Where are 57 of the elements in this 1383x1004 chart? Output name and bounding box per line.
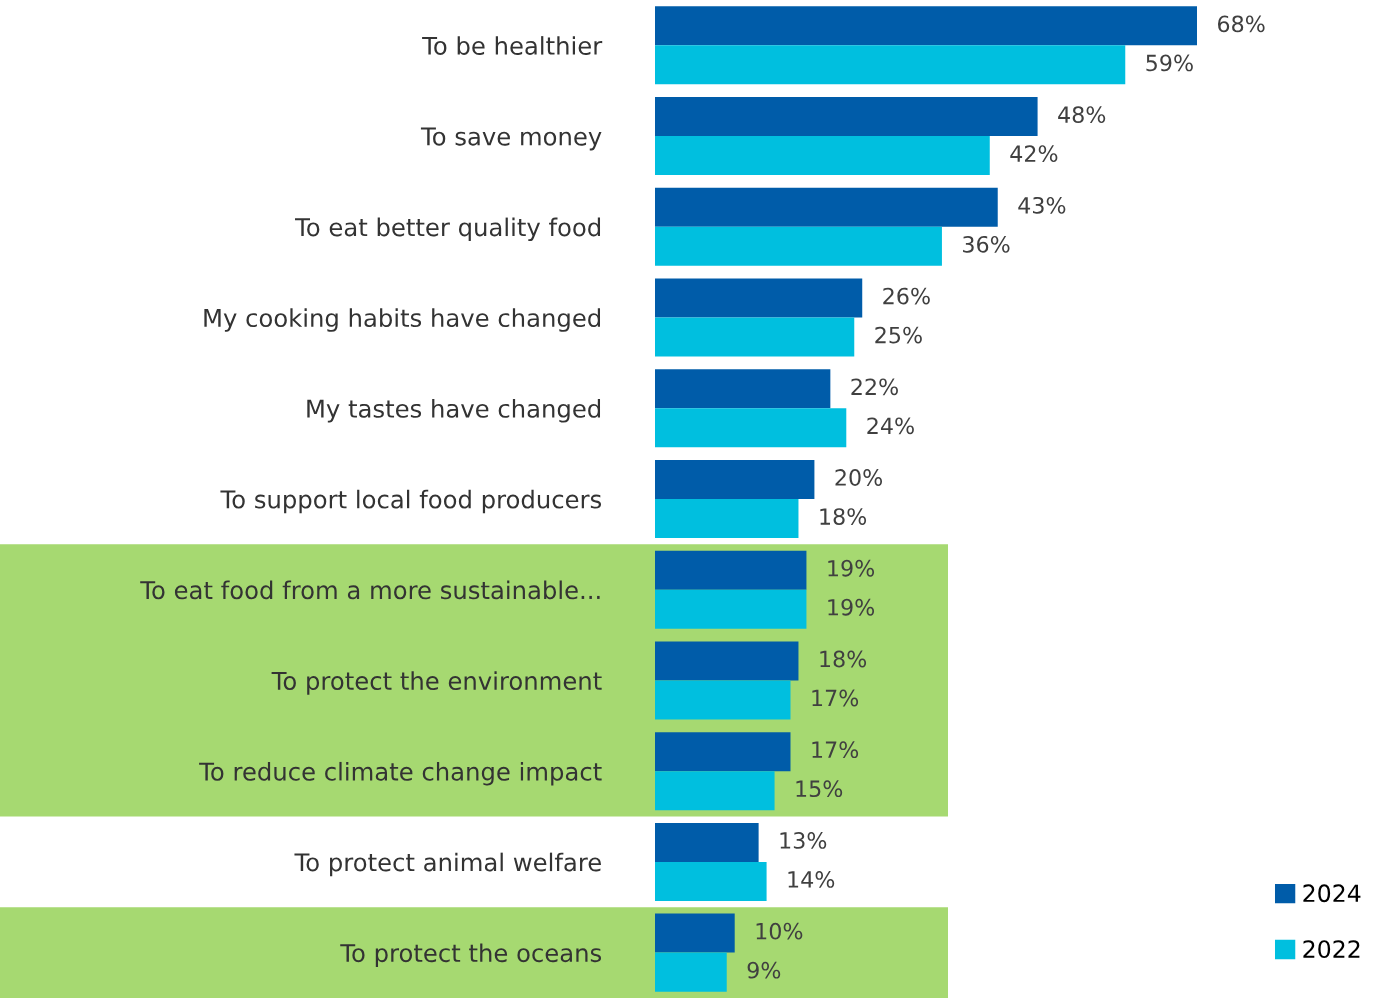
data-label: 14% [788,871,835,888]
data-label: 19% [828,559,875,577]
y-tick-label: My tastes have changed [307,399,601,423]
data-label: 42% [1010,145,1058,163]
bar [655,952,727,992]
legend-label: 2022 [1303,940,1360,959]
bar [655,459,815,499]
data-label: 22% [851,378,898,396]
bar [655,6,1197,46]
bar [655,278,863,318]
y-tick-label: To reduce climate change impact [199,761,602,786]
data-label: 9% [747,961,781,979]
bar [655,913,735,953]
data-label: 13% [780,832,827,849]
bar [655,317,855,357]
bar [655,45,1126,85]
y-tick-label: To protect the oceans [340,943,602,967]
bar [655,550,807,590]
y-tick-label: To eat food from a more sustainable... [140,580,600,600]
data-label: 25% [875,326,922,344]
bar [655,136,990,176]
data-label: 20% [835,469,883,486]
bar [655,771,775,811]
data-label: 59% [1146,54,1193,72]
data-label: 43% [1018,196,1066,214]
bar [655,861,767,901]
y-tick-label: To support local food producers [220,489,602,514]
data-label: 19% [828,598,875,616]
bar [655,589,807,629]
y-tick-label: To save money [420,127,602,151]
data-label: 68% [1218,15,1265,33]
data-label: 48% [1058,106,1106,124]
data-label: 10% [756,922,803,940]
bar [655,641,799,681]
y-tick-label: To protect animal welfare [294,852,601,877]
y-tick-label: To be healthier [422,36,603,55]
bar [655,408,847,448]
data-label: 24% [867,417,914,435]
bar [655,822,759,862]
bar [655,187,998,227]
data-label: 17% [812,741,859,759]
bar [655,498,799,538]
legend-label: 2024 [1303,884,1361,903]
bar [655,732,791,772]
bar [655,226,942,266]
data-label: 15% [796,780,843,798]
y-tick-label: My cooking habits have changed [204,308,601,332]
bar [655,369,831,409]
data-label: 18% [820,650,867,668]
y-tick-label: To eat better quality food [295,217,601,242]
bar [655,97,1038,137]
bar [655,680,791,720]
y-tick-label: To protect the environment [271,671,602,695]
data-label: 26% [883,287,930,305]
data-label: 17% [812,689,859,707]
data-label: 36% [963,235,1010,253]
data-label: 18% [820,508,867,525]
